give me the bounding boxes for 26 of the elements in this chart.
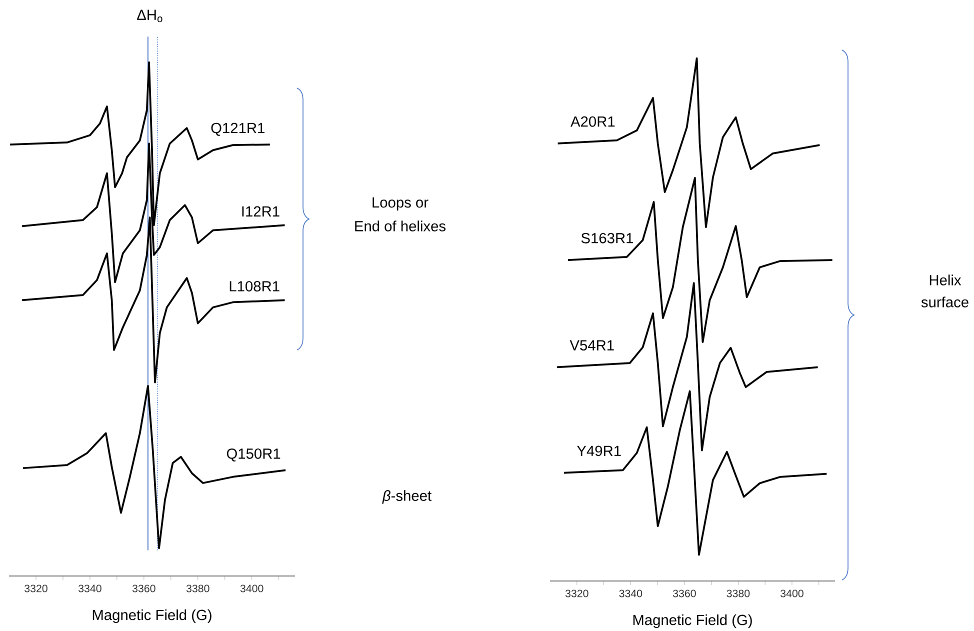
series-label: Q121R1 [211,122,264,136]
text: End of helixes [355,220,446,232]
series-label: Q150R1 [226,448,280,462]
text: surface [921,296,968,308]
series-label: A20R1 [570,116,615,127]
series-label: Y49R1 [577,446,621,456]
x-tick-label: 3360 [672,590,696,598]
text: Helix [930,274,962,286]
x-tick-label: 3320 [24,584,48,592]
x-axis-title: Magnetic Field (G) [633,614,752,628]
x-tick-label: 3360 [132,584,156,592]
series-label: S163R1 [581,232,634,244]
text: Loops or [372,197,428,211]
series-label: V54R1 [570,340,614,350]
x-tick-label: 3340 [619,590,642,598]
text: ΔH$_{o}$ [137,10,162,22]
x-tick-label: 3380 [186,584,210,592]
x-tick-label: 3320 [565,590,588,598]
text: β-sheet [382,490,432,504]
x-tick-label: 3340 [78,584,102,592]
x-tick-label: 3380 [726,590,750,598]
series-label: L108R1 [230,281,280,292]
x-tick-label: 3400 [780,590,804,598]
series-label: I12R1 [242,206,280,216]
x-tick-label: 3400 [240,584,264,592]
x-axis-title: Magnetic Field (G) [92,609,212,624]
